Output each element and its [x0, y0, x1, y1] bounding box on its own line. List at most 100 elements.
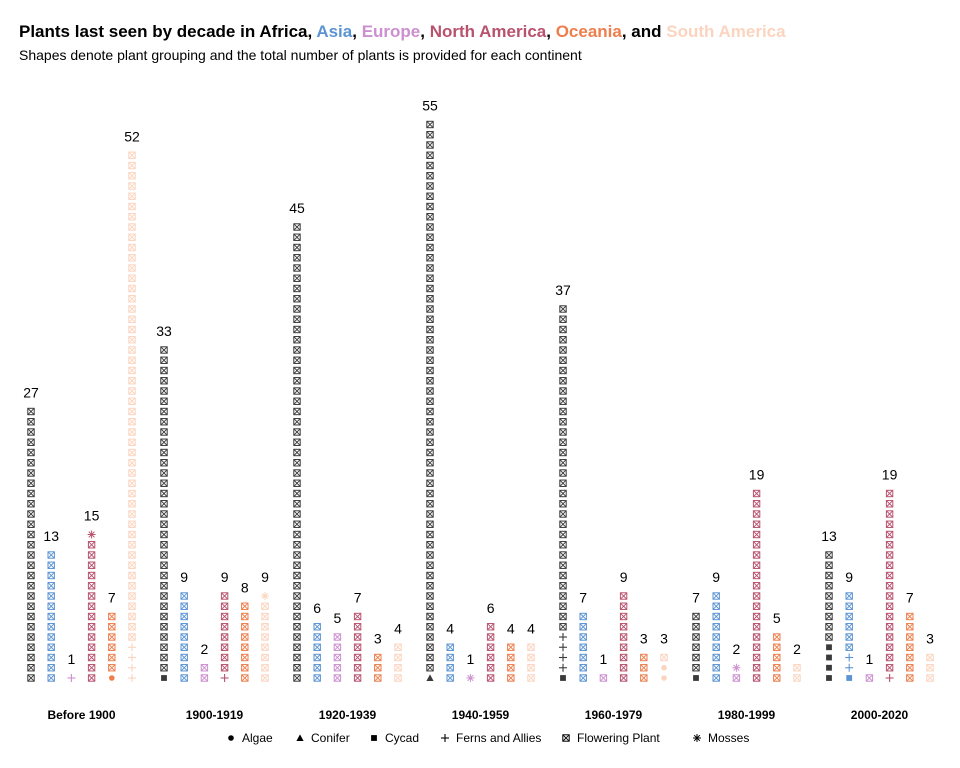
plant-mark-flowering-plant — [27, 602, 35, 610]
plant-mark-flowering-plant — [507, 643, 515, 651]
plant-mark-flowering-plant — [426, 202, 434, 211]
plant-mark-flowering-plant — [845, 623, 853, 631]
plant-mark-flowering-plant — [128, 315, 136, 323]
plant-mark-flowering-plant — [128, 479, 136, 487]
plant-mark-ferns-and-allies — [128, 643, 136, 652]
total-label: 6 — [313, 600, 321, 616]
plant-mark-flowering-plant — [293, 315, 301, 323]
total-label: 9 — [261, 569, 269, 585]
total-label: 13 — [43, 528, 59, 544]
plant-mark-flowering-plant — [559, 315, 567, 323]
plant-mark-flowering-plant — [87, 541, 96, 549]
plant-mark-flowering-plant — [87, 561, 96, 569]
plant-mark-flowering-plant — [885, 530, 894, 539]
plant-mark-flowering-plant — [293, 561, 301, 569]
plant-mark-flowering-plant — [180, 623, 188, 631]
title-continent-north-america: North America — [429, 22, 547, 41]
plant-mark-flowering-plant — [486, 664, 495, 672]
plant-mark-cycad — [560, 675, 566, 681]
plant-mark-flowering-plant — [293, 295, 301, 303]
plant-mark-flowering-plant — [752, 643, 761, 651]
plant-mark-ferns-and-allies — [128, 674, 136, 682]
plant-mark-flowering-plant — [160, 530, 168, 539]
legend-cycad-icon — [371, 735, 377, 741]
plant-mark-flowering-plant — [885, 653, 894, 662]
plant-mark-flowering-plant — [926, 664, 934, 672]
plant-mark-cycad — [161, 675, 167, 681]
plant-mark-flowering-plant — [333, 664, 342, 672]
plant-mark-flowering-plant — [108, 653, 116, 662]
plant-mark-flowering-plant — [313, 633, 321, 641]
plant-mark-flowering-plant — [426, 653, 434, 662]
plant-mark-flowering-plant — [619, 612, 628, 621]
plant-mark-flowering-plant — [293, 223, 301, 231]
plant-mark-flowering-plant — [160, 653, 168, 662]
plant-mark-flowering-plant — [426, 192, 434, 200]
plant-mark-flowering-plant — [426, 264, 434, 272]
plant-mark-flowering-plant — [712, 674, 720, 682]
plant-mark-flowering-plant — [426, 223, 434, 231]
plant-mark-flowering-plant — [27, 510, 35, 518]
plant-mark-flowering-plant — [160, 377, 168, 385]
plant-mark-flowering-plant — [333, 643, 342, 651]
plant-mark-flowering-plant — [293, 438, 301, 446]
plant-mark-flowering-plant — [885, 582, 894, 590]
total-label: 52 — [124, 128, 140, 144]
plant-mark-flowering-plant — [906, 623, 914, 631]
plant-mark-flowering-plant — [640, 664, 648, 672]
plant-mark-flowering-plant — [426, 438, 434, 446]
plant-mark-flowering-plant — [752, 510, 761, 518]
plant-mark-flowering-plant — [27, 479, 35, 487]
plant-mark-flowering-plant — [885, 520, 894, 528]
plant-mark-flowering-plant — [712, 664, 720, 672]
plant-mark-flowering-plant — [200, 674, 209, 682]
total-label: 7 — [108, 590, 116, 606]
total-label: 37 — [555, 282, 571, 298]
plant-mark-flowering-plant — [160, 356, 168, 364]
plant-mark-mosses — [261, 592, 269, 600]
plant-mark-flowering-plant — [160, 602, 168, 610]
plant-mark-flowering-plant — [353, 612, 362, 621]
legend-label: Flowering Plant — [577, 731, 660, 745]
plant-mark-flowering-plant — [27, 428, 35, 436]
plant-mark-flowering-plant — [394, 674, 402, 682]
total-label: 1 — [866, 651, 874, 667]
plant-mark-flowering-plant — [906, 664, 914, 672]
plant-mark-flowering-plant — [160, 366, 168, 375]
plant-mark-flowering-plant — [220, 664, 229, 672]
plant-mark-flowering-plant — [293, 571, 301, 580]
plant-mark-flowering-plant — [160, 520, 168, 528]
plant-mark-flowering-plant — [160, 510, 168, 518]
plant-mark-flowering-plant — [47, 612, 55, 621]
plant-mark-flowering-plant — [640, 653, 648, 662]
plant-mark-flowering-plant — [293, 418, 301, 426]
plant-mark-flowering-plant — [293, 520, 301, 528]
plant-mark-flowering-plant — [426, 428, 434, 436]
plant-mark-flowering-plant — [426, 336, 434, 344]
plant-mark-flowering-plant — [27, 448, 35, 457]
plant-mark-flowering-plant — [220, 623, 229, 631]
plant-mark-flowering-plant — [261, 674, 269, 682]
plant-mark-flowering-plant — [333, 674, 342, 682]
plant-mark-flowering-plant — [293, 500, 301, 508]
plant-mark-flowering-plant — [87, 633, 96, 641]
plant-mark-flowering-plant — [559, 325, 567, 334]
plant-mark-flowering-plant — [752, 592, 761, 600]
plant-mark-flowering-plant — [825, 561, 833, 569]
plant-mark-flowering-plant — [128, 213, 136, 221]
title-continent-oceania: Oceania — [555, 22, 622, 41]
plant-mark-flowering-plant — [692, 643, 700, 651]
plant-mark-flowering-plant — [128, 233, 136, 241]
chart-subtitle: Shapes denote plant grouping and the tot… — [19, 47, 582, 63]
plant-mark-flowering-plant — [712, 633, 720, 641]
plant-mark-flowering-plant — [353, 664, 362, 672]
plant-mark-flowering-plant — [293, 674, 301, 682]
plant-mark-flowering-plant — [160, 346, 168, 354]
plant-mark-flowering-plant — [885, 612, 894, 621]
plant-mark-flowering-plant — [313, 623, 321, 631]
total-label: 9 — [620, 569, 628, 585]
plant-mark-flowering-plant — [47, 623, 55, 631]
total-label: 4 — [527, 620, 535, 636]
plant-mark-flowering-plant — [108, 643, 116, 651]
plant-mark-flowering-plant — [660, 653, 668, 662]
